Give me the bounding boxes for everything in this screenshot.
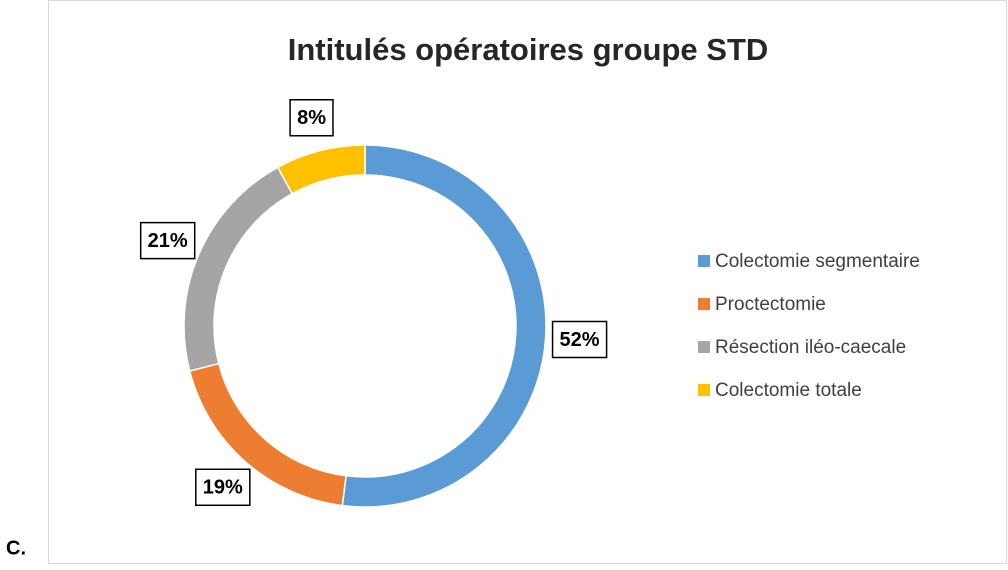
data-label-box <box>139 221 196 260</box>
legend-label: Colectomie totale <box>715 380 862 401</box>
legend-swatch <box>698 298 710 310</box>
data-label: 21% <box>148 230 188 252</box>
figure-label: C. <box>6 537 26 559</box>
data-label: 52% <box>560 329 600 351</box>
legend-swatch <box>698 255 710 267</box>
data-label-box <box>289 99 334 137</box>
data-label-box <box>551 320 608 359</box>
data-label: 8% <box>297 107 326 129</box>
legend-swatch <box>698 384 710 396</box>
data-label-box <box>195 468 251 507</box>
slice <box>276 144 366 195</box>
legend-label: Résection iléo-caecale <box>715 337 906 358</box>
chart-title: Intitulés opératoires groupe STD <box>288 32 769 67</box>
data-label: 19% <box>203 477 243 499</box>
legend-swatch <box>698 341 710 353</box>
legend-label: Proctectomie <box>715 294 826 315</box>
legend-label: Colectomie segmentaire <box>715 251 920 272</box>
